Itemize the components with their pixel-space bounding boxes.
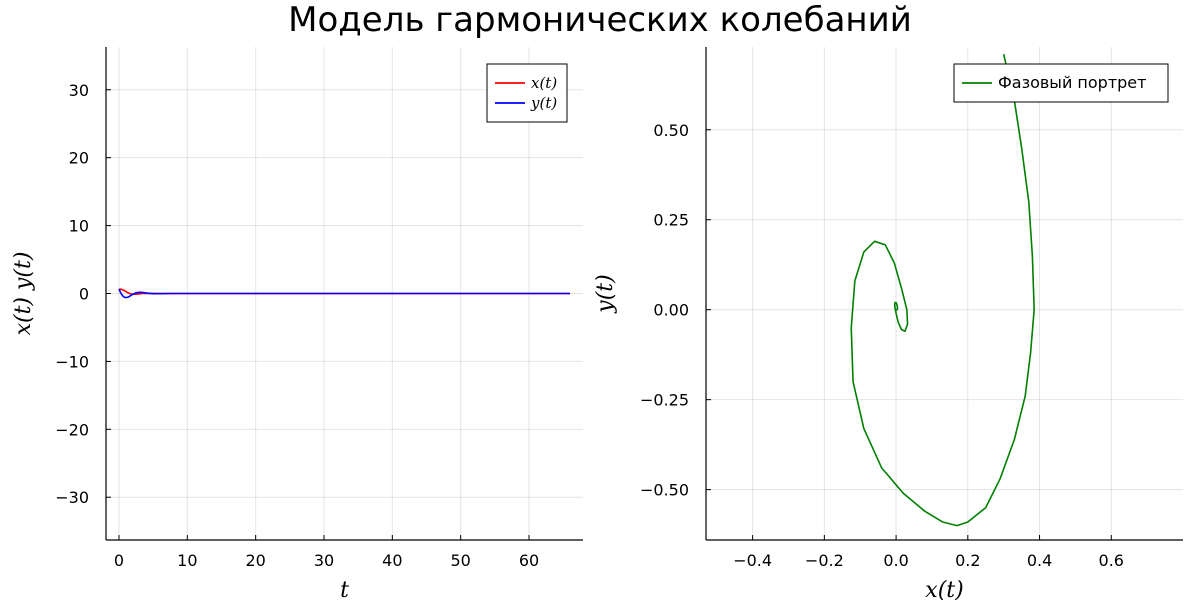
y-tick-label: −0.50 bbox=[640, 481, 689, 500]
figure-title: Модель гармонических колебаний bbox=[288, 0, 912, 40]
series-line-1 bbox=[850, 54, 1035, 527]
x-tick-label: 0.6 bbox=[1099, 551, 1124, 570]
x-tick-label: 30 bbox=[314, 551, 334, 570]
y-tick-label: 30 bbox=[69, 81, 89, 100]
x-tick-label: −0.2 bbox=[805, 551, 844, 570]
y-tick-label: −0.25 bbox=[640, 391, 689, 410]
y-tick-label: 20 bbox=[69, 149, 89, 168]
x-tick-label: 40 bbox=[382, 551, 402, 570]
x-axis-label: x(t) bbox=[925, 578, 963, 600]
chart-panel-2: −0.4 −0.2 0.0 0.2 0.4 0.6 −0.50 −0.25 0.00 0.25 0.… bbox=[593, 47, 1183, 600]
x-tick-label: 0.0 bbox=[883, 551, 908, 570]
legend-label: x(t) bbox=[531, 74, 557, 92]
y-tick-label: 0.25 bbox=[653, 211, 689, 230]
x-tick-label: 0 bbox=[114, 551, 124, 570]
x-tick-label: −0.4 bbox=[733, 551, 772, 570]
x-tick-label: 0.4 bbox=[1027, 551, 1052, 570]
y-tick-label: −20 bbox=[55, 420, 89, 439]
y-axis-label: x(t) y(t) bbox=[11, 252, 36, 336]
legend-box bbox=[486, 63, 568, 123]
y-tick-label: 0.00 bbox=[653, 301, 689, 320]
x-tick-label: 0.2 bbox=[955, 551, 980, 570]
legend: Фазовый портрет bbox=[953, 63, 1169, 103]
x-tick-label: 10 bbox=[177, 551, 197, 570]
legend: x(t) y(t) bbox=[486, 63, 568, 123]
y-tick-label: −10 bbox=[55, 352, 89, 371]
x-axis-label: t bbox=[340, 578, 349, 600]
y-tick-label: 0 bbox=[79, 285, 89, 304]
x-tick-label: 50 bbox=[450, 551, 470, 570]
series-line-2 bbox=[118, 288, 571, 299]
x-tick-label: 60 bbox=[519, 551, 539, 570]
y-tick-label: 10 bbox=[69, 217, 89, 236]
y-tick-label: −30 bbox=[55, 488, 89, 507]
y-axis-label: y(t) bbox=[593, 274, 618, 313]
legend-label: y(t) bbox=[530, 94, 557, 112]
legend-label: Фазовый портрет bbox=[998, 73, 1146, 92]
y-tick-label: 0.50 bbox=[653, 121, 689, 140]
x-tick-label: 20 bbox=[245, 551, 265, 570]
